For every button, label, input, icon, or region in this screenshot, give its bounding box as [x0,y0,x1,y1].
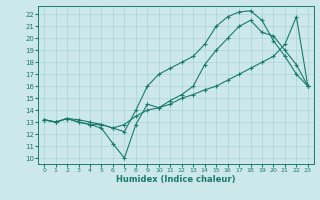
X-axis label: Humidex (Indice chaleur): Humidex (Indice chaleur) [116,175,236,184]
